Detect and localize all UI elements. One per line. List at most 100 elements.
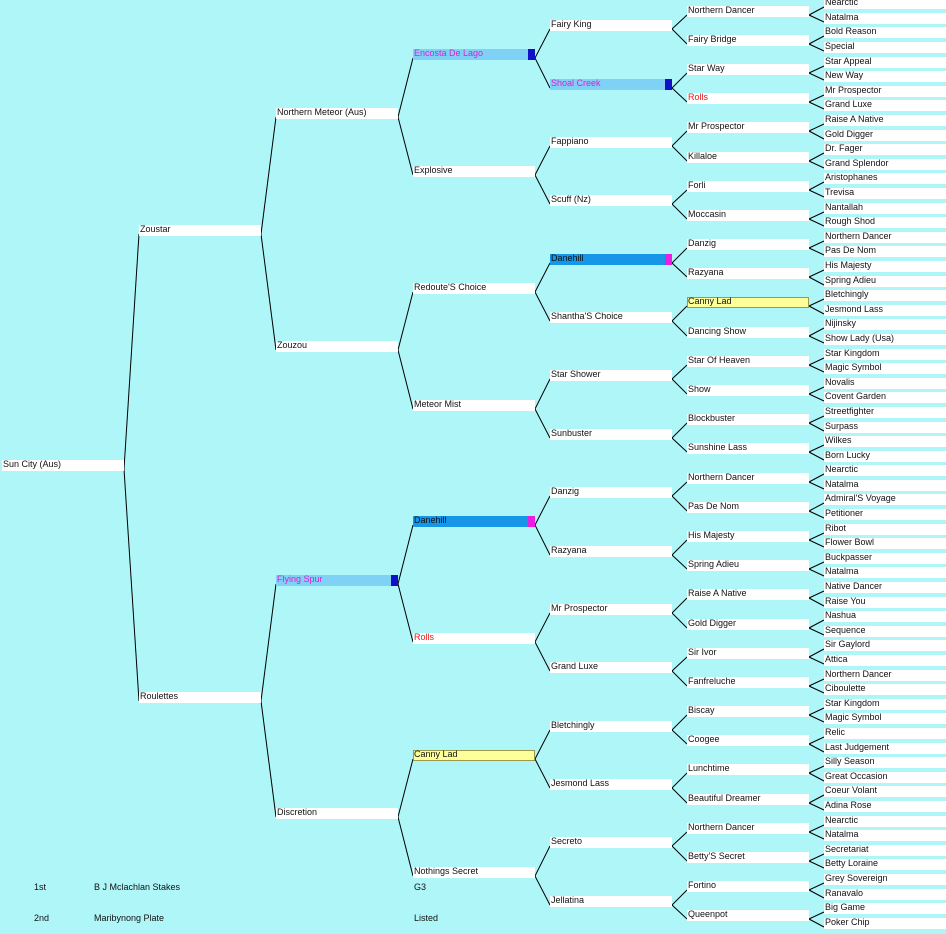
pedigree-name-g5-14[interactable]: Blockbuster: [688, 413, 736, 423]
pedigree-name-g6-40[interactable]: Native Dancer: [825, 581, 883, 591]
pedigree-name-g4-3[interactable]: Scuff (Nz): [551, 194, 591, 204]
pedigree-name-g5-30[interactable]: Fortino: [688, 880, 717, 890]
pedigree-name-g3-3[interactable]: Meteor Mist: [414, 399, 462, 409]
pedigree-name-g6-59[interactable]: Betty Loraine: [825, 858, 879, 868]
pedigree-name-g4-15[interactable]: Jellatina: [551, 895, 585, 905]
pedigree-name-g6-28[interactable]: Streetfighter: [825, 406, 875, 416]
pedigree-name-g6-5[interactable]: New Way: [825, 70, 864, 80]
pedigree-name-g3-7[interactable]: Nothings Secret: [414, 866, 479, 876]
pedigree-name-g4-8[interactable]: Danzig: [551, 486, 580, 496]
pedigree-name-g6-25[interactable]: Magic Symbol: [825, 362, 882, 372]
pedigree-name-g3-6[interactable]: Canny Lad: [414, 749, 458, 759]
pedigree-name-g6-15[interactable]: Rough Shod: [825, 216, 876, 226]
pedigree-name-g5-21[interactable]: Gold Digger: [688, 618, 737, 628]
pedigree-name-g0-0[interactable]: Sun City (Aus): [3, 459, 62, 469]
pedigree-name-g6-27[interactable]: Covent Garden: [825, 391, 887, 401]
pedigree-name-g1-1[interactable]: Roulettes: [140, 691, 179, 701]
pedigree-name-g6-55[interactable]: Adina Rose: [825, 800, 872, 810]
pedigree-name-g6-20[interactable]: Bletchingly: [825, 289, 869, 299]
pedigree-name-g6-32[interactable]: Nearctic: [825, 464, 859, 474]
pedigree-name-g4-1[interactable]: Shoal Creek: [551, 78, 601, 88]
pedigree-name-g6-29[interactable]: Surpass: [825, 421, 859, 431]
pedigree-name-g5-25[interactable]: Coogee: [688, 734, 720, 744]
pedigree-name-g6-18[interactable]: His Majesty: [825, 260, 872, 270]
pedigree-name-g5-5[interactable]: Killaloe: [688, 151, 718, 161]
pedigree-name-g5-1[interactable]: Fairy Bridge: [688, 34, 737, 44]
pedigree-name-g5-10[interactable]: Canny Lad: [688, 296, 732, 306]
pedigree-name-g5-19[interactable]: Spring Adieu: [688, 559, 740, 569]
pedigree-name-g6-60[interactable]: Grey Sovereign: [825, 873, 888, 883]
pedigree-name-g5-18[interactable]: His Majesty: [688, 530, 735, 540]
pedigree-name-g6-41[interactable]: Raise You: [825, 596, 866, 606]
pedigree-name-g6-56[interactable]: Nearctic: [825, 815, 859, 825]
pedigree-name-g6-54[interactable]: Coeur Volant: [825, 785, 878, 795]
pedigree-name-g4-2[interactable]: Fappiano: [551, 136, 589, 146]
pedigree-name-g4-5[interactable]: Shantha'S Choice: [551, 311, 623, 321]
pedigree-name-g6-46[interactable]: Northern Dancer: [825, 669, 892, 679]
pedigree-name-g6-9[interactable]: Gold Digger: [825, 129, 874, 139]
pedigree-name-g6-57[interactable]: Natalma: [825, 829, 859, 839]
pedigree-name-g5-15[interactable]: Sunshine Lass: [688, 442, 748, 452]
pedigree-name-g6-43[interactable]: Sequence: [825, 625, 866, 635]
pedigree-name-g3-5[interactable]: Rolls: [414, 632, 435, 642]
pedigree-name-g5-4[interactable]: Mr Prospector: [688, 121, 745, 131]
pedigree-name-g4-6[interactable]: Star Shower: [551, 369, 601, 379]
pedigree-name-g6-31[interactable]: Born Lucky: [825, 450, 871, 460]
pedigree-name-g5-17[interactable]: Pas De Nom: [688, 501, 740, 511]
pedigree-name-g5-24[interactable]: Biscay: [688, 705, 715, 715]
pedigree-name-g6-44[interactable]: Sir Gaylord: [825, 639, 871, 649]
pedigree-name-g6-39[interactable]: Natalma: [825, 566, 859, 576]
pedigree-name-g6-2[interactable]: Bold Reason: [825, 26, 877, 36]
pedigree-name-g6-0[interactable]: Nearctic: [825, 0, 859, 7]
pedigree-name-g5-2[interactable]: Star Way: [688, 63, 725, 73]
pedigree-name-g5-29[interactable]: Betty'S Secret: [688, 851, 745, 861]
pedigree-name-g6-1[interactable]: Natalma: [825, 12, 859, 22]
pedigree-name-g5-20[interactable]: Raise A Native: [688, 588, 747, 598]
pedigree-name-g6-33[interactable]: Natalma: [825, 479, 859, 489]
pedigree-name-g6-4[interactable]: Star Appeal: [825, 56, 872, 66]
pedigree-name-g5-22[interactable]: Sir Ivor: [688, 647, 717, 657]
pedigree-name-g4-4[interactable]: Danehill: [551, 253, 584, 263]
pedigree-name-g6-24[interactable]: Star Kingdom: [825, 348, 880, 358]
pedigree-name-g4-13[interactable]: Jesmond Lass: [551, 778, 610, 788]
pedigree-name-g4-7[interactable]: Sunbuster: [551, 428, 593, 438]
pedigree-name-g6-23[interactable]: Show Lady (Usa): [825, 333, 895, 343]
pedigree-name-g6-62[interactable]: Big Game: [825, 902, 866, 912]
pedigree-name-g5-27[interactable]: Beautiful Dreamer: [688, 793, 761, 803]
pedigree-name-g6-14[interactable]: Nantallah: [825, 202, 864, 212]
pedigree-name-g3-4[interactable]: Danehill: [414, 515, 447, 525]
pedigree-name-g6-49[interactable]: Magic Symbol: [825, 712, 882, 722]
pedigree-name-g6-8[interactable]: Raise A Native: [825, 114, 884, 124]
pedigree-name-g6-42[interactable]: Nashua: [825, 610, 857, 620]
pedigree-name-g5-0[interactable]: Northern Dancer: [688, 5, 755, 15]
pedigree-name-g5-8[interactable]: Danzig: [688, 238, 717, 248]
pedigree-name-g6-22[interactable]: Nijinsky: [825, 318, 857, 328]
pedigree-name-g5-31[interactable]: Queenpot: [688, 909, 728, 919]
pedigree-name-g5-23[interactable]: Fanfreluche: [688, 676, 736, 686]
pedigree-name-g6-38[interactable]: Buckpasser: [825, 552, 873, 562]
pedigree-name-g6-10[interactable]: Dr. Fager: [825, 143, 863, 153]
pedigree-name-g6-35[interactable]: Petitioner: [825, 508, 864, 518]
pedigree-name-g5-6[interactable]: Forli: [688, 180, 706, 190]
pedigree-name-g6-37[interactable]: Flower Bowl: [825, 537, 875, 547]
pedigree-name-g6-53[interactable]: Great Occasion: [825, 771, 888, 781]
pedigree-name-g4-11[interactable]: Grand Luxe: [551, 661, 599, 671]
pedigree-name-g2-0[interactable]: Northern Meteor (Aus): [277, 107, 367, 117]
pedigree-name-g6-45[interactable]: Attica: [825, 654, 848, 664]
pedigree-name-g6-21[interactable]: Jesmond Lass: [825, 304, 884, 314]
pedigree-name-g3-2[interactable]: Redoute'S Choice: [414, 282, 487, 292]
pedigree-name-g4-0[interactable]: Fairy King: [551, 19, 592, 29]
pedigree-name-g2-2[interactable]: Flying Spur: [277, 574, 323, 584]
pedigree-name-g6-13[interactable]: Trevisa: [825, 187, 855, 197]
pedigree-name-g3-0[interactable]: Encosta De Lago: [414, 48, 484, 58]
pedigree-name-g5-7[interactable]: Moccasin: [688, 209, 727, 219]
pedigree-name-g5-3[interactable]: Rolls: [688, 92, 709, 102]
pedigree-name-g6-34[interactable]: Admiral'S Voyage: [825, 493, 896, 503]
pedigree-name-g1-0[interactable]: Zoustar: [140, 224, 171, 234]
pedigree-name-g5-26[interactable]: Lunchtime: [688, 763, 730, 773]
pedigree-name-g5-9[interactable]: Razyana: [688, 267, 724, 277]
pedigree-name-g6-58[interactable]: Secretariat: [825, 844, 869, 854]
pedigree-name-g2-3[interactable]: Discretion: [277, 807, 318, 817]
pedigree-name-g6-51[interactable]: Last Judgement: [825, 742, 890, 752]
pedigree-name-g5-16[interactable]: Northern Dancer: [688, 472, 755, 482]
